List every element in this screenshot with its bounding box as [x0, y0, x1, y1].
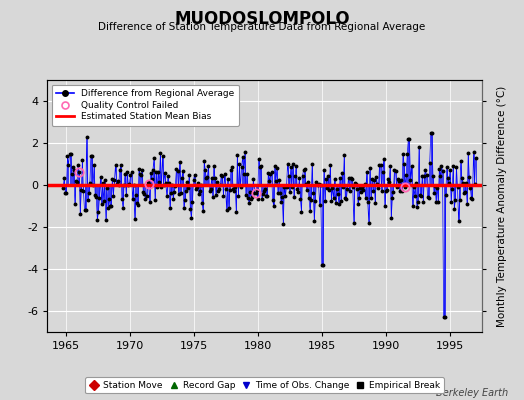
Legend: Difference from Regional Average, Quality Control Failed, Estimated Station Mean: Difference from Regional Average, Qualit… [52, 84, 239, 126]
Text: Berkeley Earth: Berkeley Earth [436, 388, 508, 398]
Y-axis label: Monthly Temperature Anomaly Difference (°C): Monthly Temperature Anomaly Difference (… [497, 85, 507, 327]
Text: MUODOSLOMPOLO: MUODOSLOMPOLO [174, 10, 350, 28]
Text: Difference of Station Temperature Data from Regional Average: Difference of Station Temperature Data f… [99, 22, 425, 32]
Legend: Station Move, Record Gap, Time of Obs. Change, Empirical Break: Station Move, Record Gap, Time of Obs. C… [85, 377, 444, 394]
